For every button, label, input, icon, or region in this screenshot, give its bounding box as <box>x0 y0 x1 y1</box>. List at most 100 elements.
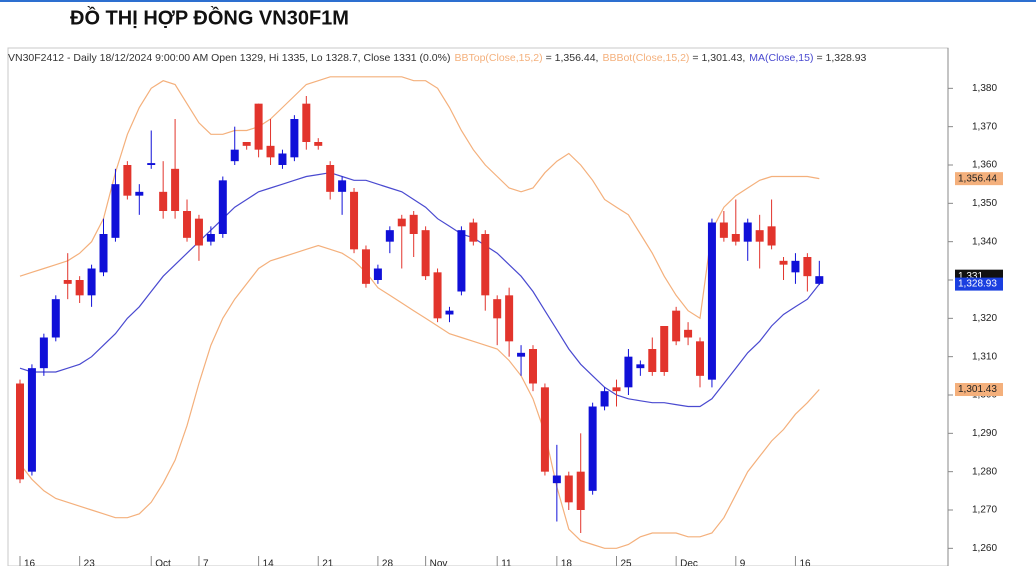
candle-body <box>493 299 502 319</box>
candle-body <box>218 180 227 234</box>
y-tick-label: 1,360 <box>972 160 997 171</box>
legend-value: = 1,301.43, <box>692 52 745 64</box>
legend-name: MA(Close,15) <box>749 52 813 64</box>
candle-body <box>696 341 705 376</box>
candle-body <box>517 352 526 357</box>
candle-body <box>648 349 657 372</box>
x-tick-label: 14 <box>263 559 275 566</box>
x-tick-label: 9 <box>740 559 746 566</box>
candle-body <box>290 119 299 158</box>
candle-body <box>16 383 24 480</box>
candle-body <box>302 103 311 142</box>
candle-body <box>159 191 168 211</box>
candle-body <box>326 165 335 192</box>
price-tag-label: 1,331 <box>958 271 983 282</box>
x-tick-label: Nov <box>430 559 448 566</box>
legend-value: = 1,328.93 <box>816 52 866 64</box>
price-tag <box>955 172 1003 186</box>
candle-body <box>171 168 180 211</box>
candle-body <box>636 364 645 369</box>
candle-body <box>731 234 740 242</box>
candle-body <box>481 234 490 296</box>
y-tick-label: 1,310 <box>972 351 997 362</box>
y-tick-label: 1,290 <box>972 428 997 439</box>
x-tick-label: 16 <box>24 559 36 566</box>
candle-body <box>206 234 215 242</box>
header-text: VN30F2412 - Daily 18/12/2024 9:00:00 AM … <box>8 52 450 64</box>
candle-body <box>767 226 776 246</box>
candle-body <box>684 329 693 338</box>
candle-body <box>350 191 359 250</box>
price-tag-label: 1,328.93 <box>958 279 997 290</box>
top-border <box>0 0 1036 2</box>
x-tick-label: 18 <box>561 559 573 566</box>
candle-body <box>743 222 752 242</box>
candle-body <box>672 310 681 342</box>
plot-area <box>7 47 949 566</box>
candle-body <box>27 368 36 472</box>
candle-body <box>99 234 108 273</box>
candle-body <box>421 230 430 277</box>
candle-body <box>803 257 812 277</box>
candle-body <box>660 326 669 372</box>
overlay-line <box>19 172 820 408</box>
x-tick-label: 16 <box>799 559 811 566</box>
candle-body <box>254 103 263 150</box>
candle-body <box>624 356 633 388</box>
y-tick-label: 1,380 <box>972 83 997 94</box>
x-tick-label: 11 <box>501 559 512 566</box>
candle-body <box>719 222 728 238</box>
legend-name: BBTop(Close,15,2) <box>454 52 542 64</box>
candle-body <box>552 475 561 484</box>
candle-body <box>63 280 72 284</box>
candle-body <box>528 349 537 384</box>
legend-name: BBBot(Close,15,2) <box>602 52 689 64</box>
candle-body <box>39 337 48 369</box>
price-tag <box>955 277 1003 291</box>
candle-body <box>457 230 466 292</box>
candle-body <box>314 142 323 146</box>
y-tick-label: 1,340 <box>972 236 997 247</box>
candle-body <box>87 268 96 296</box>
price-tag-label: 1,356.44 <box>958 173 997 184</box>
candle-body <box>373 268 382 280</box>
candle-body <box>791 260 800 273</box>
candle-body <box>183 211 192 238</box>
candle-body <box>147 163 156 165</box>
chart-header: VN30F2412 - Daily 18/12/2024 9:00:00 AM … <box>8 52 867 64</box>
candle-body <box>540 387 549 472</box>
candle-body <box>445 310 454 315</box>
candle-body <box>266 145 275 158</box>
price-tag-label: 1,301.43 <box>958 384 997 395</box>
candle-body <box>111 184 120 238</box>
candle-body <box>361 249 370 284</box>
y-tick-label: 1,320 <box>972 313 997 324</box>
candle-body <box>338 180 347 192</box>
candle-body <box>242 142 251 146</box>
candle-body <box>588 406 597 491</box>
candle-body <box>755 230 764 242</box>
x-tick-label: 28 <box>382 559 394 566</box>
x-tick-label: 7 <box>203 559 209 566</box>
y-tick-label: 1,370 <box>972 121 997 132</box>
candle-body <box>385 230 394 242</box>
legend-value: = 1,356.44, <box>546 52 599 64</box>
candle-body <box>815 276 824 284</box>
x-tick-label: Dec <box>680 559 698 566</box>
candle-body <box>564 475 573 503</box>
chart-title: ĐỒ THỊ HỢP ĐỒNG VN30F1M <box>70 5 349 29</box>
candle-body <box>779 260 788 265</box>
candle-body <box>433 272 442 319</box>
candle-body <box>135 191 144 196</box>
overlay-line <box>19 76 820 320</box>
candle-body <box>707 222 716 380</box>
candle-body <box>51 299 60 338</box>
candle-body <box>230 149 239 162</box>
candle-body <box>123 165 132 196</box>
candle-body <box>576 471 585 510</box>
price-tag <box>955 383 1003 397</box>
candle-body <box>600 391 609 407</box>
overlay-line <box>19 244 820 549</box>
